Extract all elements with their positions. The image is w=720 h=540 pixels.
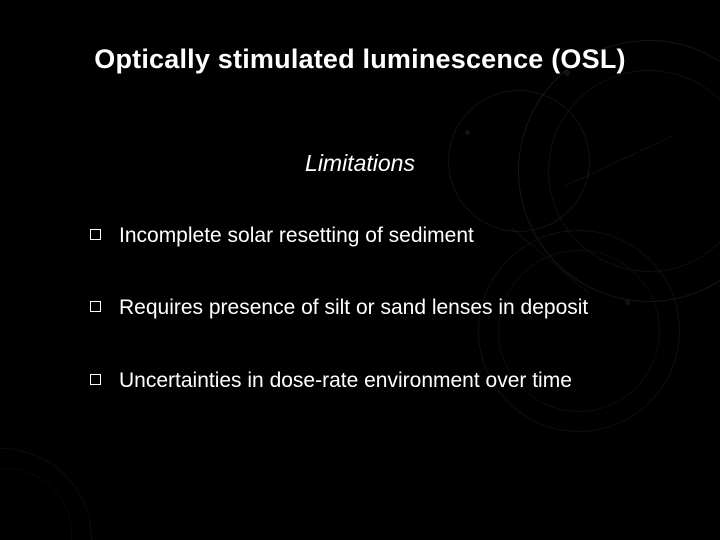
bullet-text: Uncertainties in dose-rate environment o… [119,367,572,395]
list-item: Incomplete solar resetting of sediment [90,222,670,250]
slide-subtitle: Limitations [0,150,720,177]
bullet-marker-icon [90,301,101,312]
bullet-marker-icon [90,229,101,240]
bullet-text: Incomplete solar resetting of sediment [119,222,474,250]
slide: Optically stimulated luminescence (OSL) … [0,0,720,540]
bullet-marker-icon [90,374,101,385]
list-item: Uncertainties in dose-rate environment o… [90,367,670,395]
list-item: Requires presence of silt or sand lenses… [90,294,670,322]
decor-dot [465,130,470,135]
bullet-text: Requires presence of silt or sand lenses… [119,294,588,322]
bullet-list: Incomplete solar resetting of sediment R… [90,222,670,439]
slide-title: Optically stimulated luminescence (OSL) [0,44,720,75]
